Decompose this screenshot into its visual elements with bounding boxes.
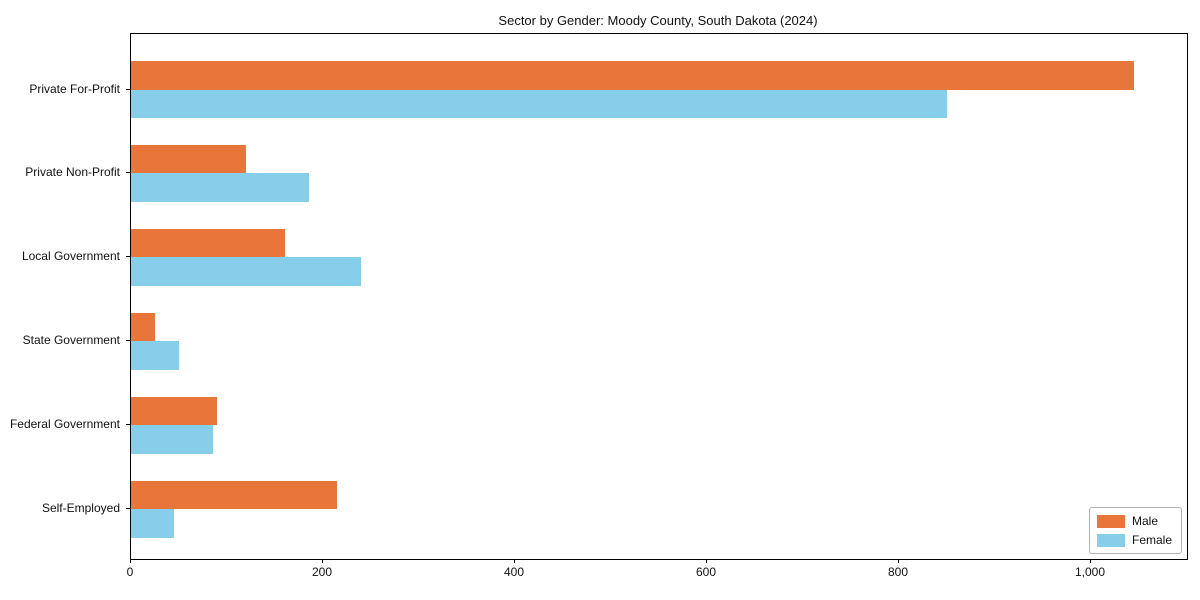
female-bar-local-government [131, 257, 362, 286]
legend-label-female: Female [1131, 533, 1172, 547]
male-bar-local-government [131, 228, 285, 258]
legend-item-female: Female [1096, 533, 1172, 547]
x-tick-label: 200 [311, 565, 333, 579]
y-tick-label: Federal Government [9, 417, 120, 432]
x-tick-mark [514, 559, 515, 563]
y-tick-label: Private For-Profit [29, 81, 120, 96]
legend: Male Female [1088, 507, 1182, 554]
y-tick-mark [126, 424, 130, 426]
x-tick-label: 600 [695, 565, 717, 579]
female-bar-federal-government [131, 425, 213, 454]
y-tick-label: Private Non-Profit [25, 165, 120, 180]
chart-title: Sector by Gender: Moody County, South Da… [498, 13, 818, 28]
x-tick-label: 0 [126, 565, 134, 579]
male-bar-private-for-profit [131, 61, 1135, 90]
male-bar-private-non-profit [131, 144, 247, 174]
female-series-swatch [1096, 533, 1125, 547]
male-bar-self-employed [131, 480, 338, 509]
x-tick-mark [706, 559, 707, 563]
female-bar-private-for-profit [131, 89, 947, 118]
x-tick-label: 400 [503, 565, 525, 579]
x-tick-mark [1090, 559, 1091, 563]
y-tick-label: State Government [22, 333, 120, 348]
legend-item-male: Male [1096, 514, 1172, 528]
y-tick-mark [126, 508, 130, 509]
y-tick-mark [126, 256, 130, 258]
legend-label-male: Male [1131, 514, 1158, 528]
x-tick-mark [130, 559, 131, 563]
male-bar-state-government [131, 312, 155, 342]
y-tick-label: Local Government [21, 249, 120, 264]
male-bar-federal-government [131, 396, 218, 426]
x-tick-mark [322, 559, 323, 563]
female-bar-state-government [131, 341, 179, 370]
female-bar-private-non-profit [131, 173, 309, 202]
y-tick-mark [126, 340, 130, 342]
x-tick-label: 800 [887, 565, 909, 579]
y-tick-mark [126, 88, 130, 90]
x-tick-mark [898, 559, 899, 563]
male-series-swatch [1096, 514, 1125, 528]
plot-area: Male Female [130, 33, 1188, 560]
x-tick-label: 1,000 [1074, 565, 1106, 579]
y-tick-mark [126, 172, 130, 174]
y-tick-label: Self-Employed [41, 501, 120, 515]
female-bar-self-employed [131, 509, 175, 538]
